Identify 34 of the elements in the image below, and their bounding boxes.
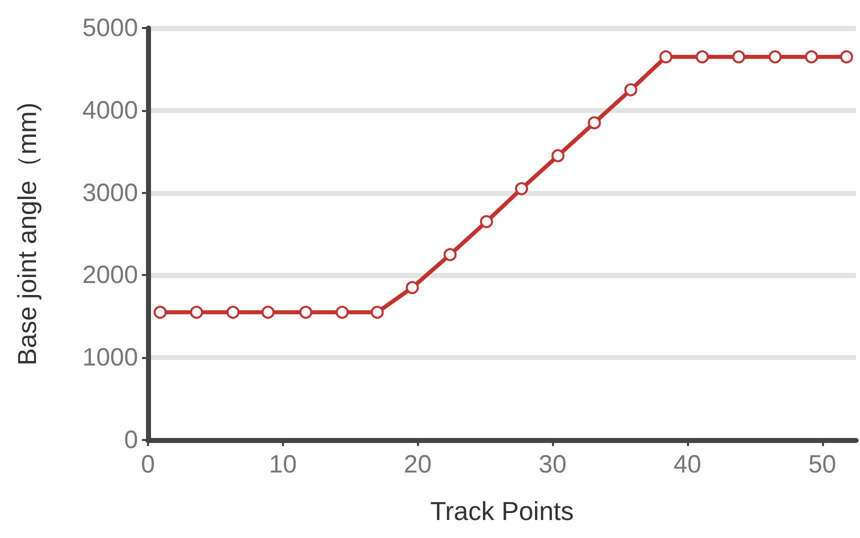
point — [551, 149, 564, 162]
y-tick-label: 0 — [124, 426, 138, 454]
y-tick-label: 2000 — [82, 261, 138, 290]
point — [805, 50, 818, 64]
point — [588, 116, 601, 130]
x-tick-label: 40 — [674, 450, 702, 478]
point — [480, 215, 493, 228]
point — [659, 50, 672, 64]
point — [732, 50, 746, 64]
x-tick-label: 0 — [141, 450, 155, 478]
point — [154, 306, 167, 319]
x-axis-title: Track Points — [430, 496, 574, 526]
point — [336, 306, 349, 319]
y-axis-title: Base joint angle（mm) — [12, 102, 42, 366]
x-tick-label: 10 — [268, 450, 297, 478]
point — [444, 248, 457, 262]
point — [696, 50, 709, 64]
y-tick-label: 3000 — [82, 178, 138, 207]
point — [370, 306, 384, 319]
point — [768, 50, 782, 64]
point — [840, 50, 854, 64]
point — [262, 306, 275, 319]
y-tick-label: 5000 — [82, 14, 138, 42]
x-tick-label: 30 — [538, 450, 566, 478]
x-tick-label: 50 — [808, 450, 836, 478]
point — [299, 306, 312, 319]
point — [190, 306, 204, 319]
point — [406, 281, 419, 294]
x-tick-label: 20 — [404, 450, 432, 478]
point — [624, 83, 638, 96]
y-tick-label: 4000 — [82, 96, 138, 124]
y-tick-label: 1000 — [82, 344, 138, 372]
point — [226, 306, 240, 319]
point — [515, 182, 528, 196]
